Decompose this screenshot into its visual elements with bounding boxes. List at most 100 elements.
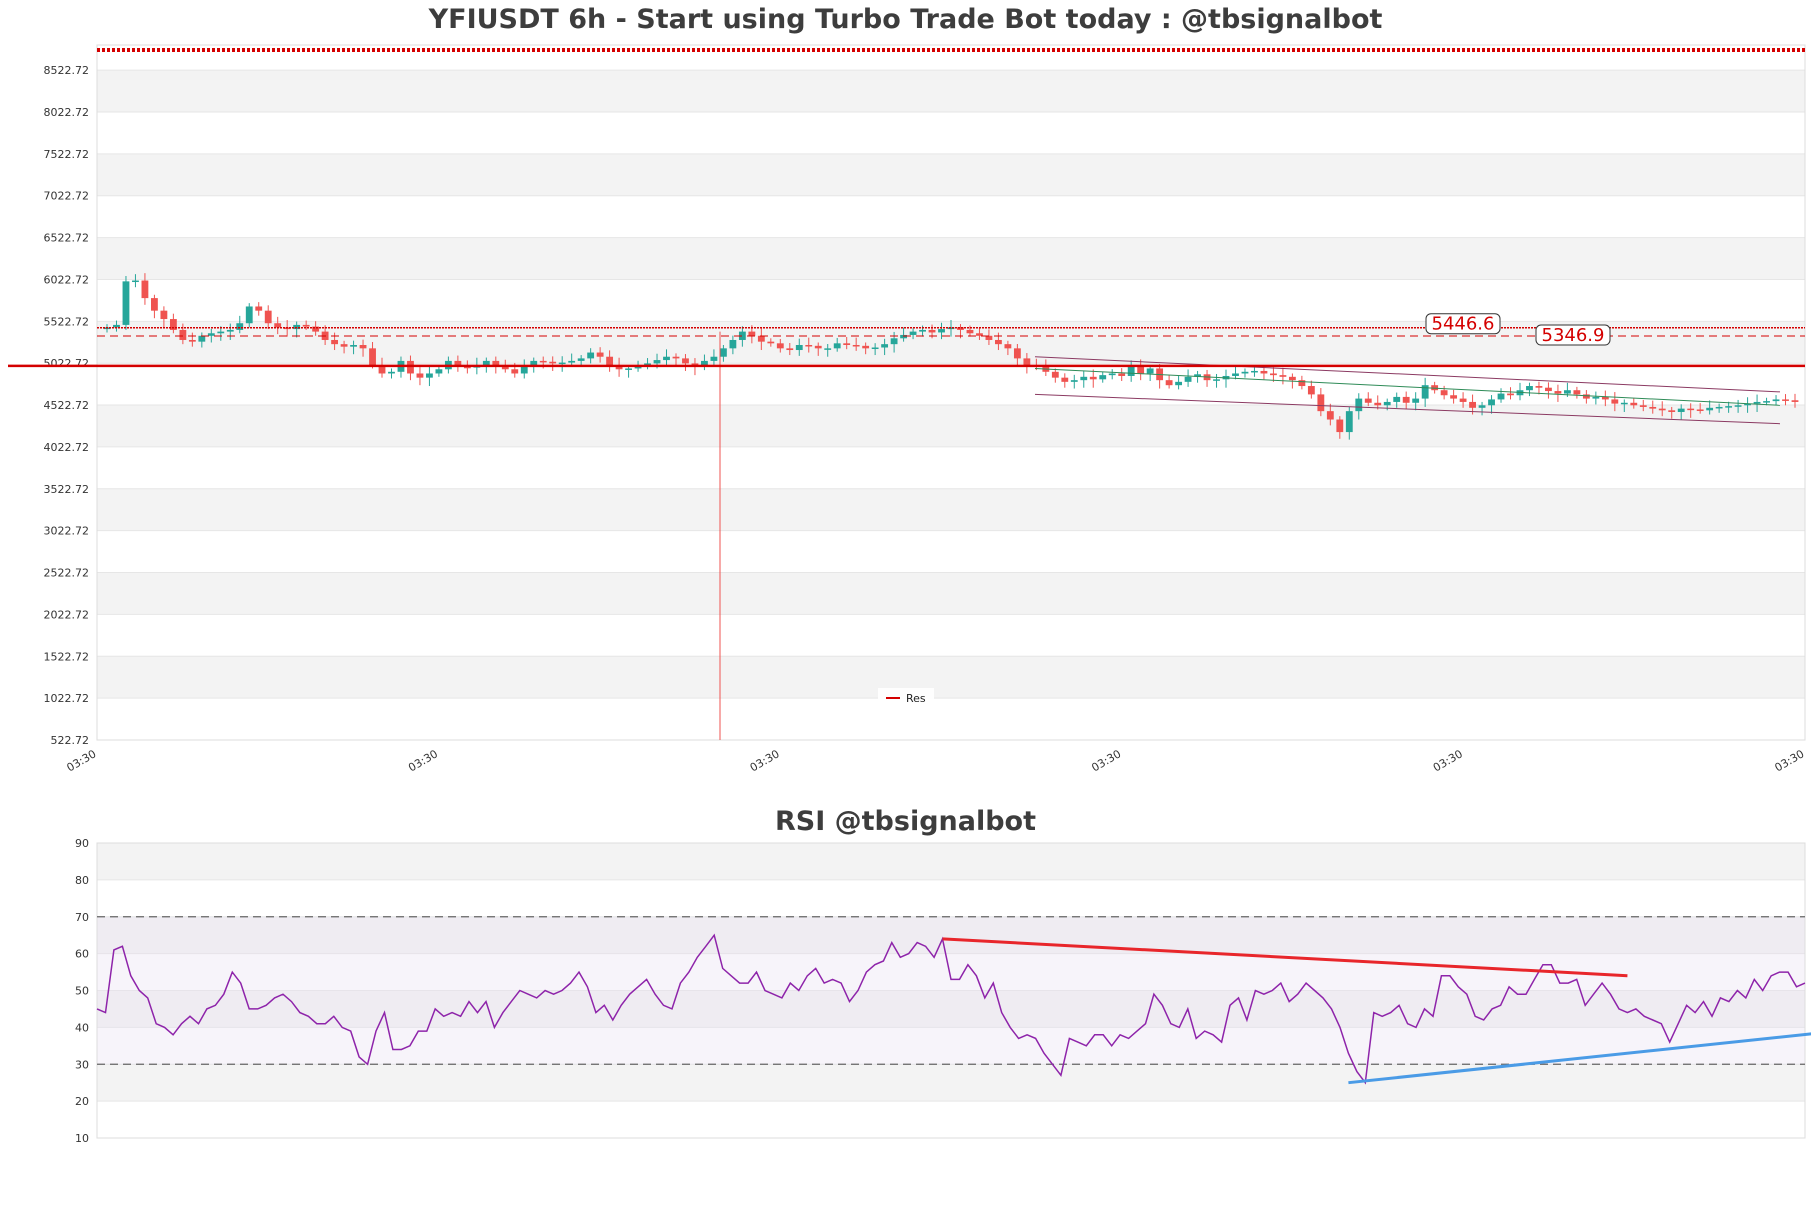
candle-body [881,344,889,348]
candle-body [1279,375,1287,377]
candle-body [463,366,471,369]
rsi-y-tick-label: 20 [75,1095,89,1108]
candle-body [1715,406,1723,409]
grid-band [97,405,1805,447]
candle-body [511,369,519,374]
candle-body [1061,377,1069,382]
y-tick-label: 3522.72 [44,483,90,496]
candle-body [1620,402,1628,405]
candle-body [1421,385,1429,399]
candle-body [1507,393,1514,396]
candle-body [331,339,339,345]
candle-body [501,365,509,370]
candle-body [1687,408,1695,411]
candle-body [1734,405,1742,407]
plot-frame [96,44,1806,741]
candle-body [1317,394,1325,412]
candle-body [198,335,206,342]
candle-body [1194,374,1201,377]
rsi-y-tick-label: 80 [75,874,89,887]
rsi-grid-band [97,990,1805,1028]
candle-body [492,360,500,366]
candle-body [1137,366,1145,374]
x-tick-label: 03:30 [406,747,440,774]
candle-body [957,327,964,330]
price-panel: 522.72 1022.72 1522.72 2022.72 2522.72 3022.7… [8,44,1807,774]
candle-body [871,347,879,350]
candle-body [767,341,775,344]
candle-body [824,348,832,350]
candle-body [748,331,756,336]
candle-body [1146,368,1154,374]
grid-band [97,70,1805,112]
rsi-downtrend-line [942,937,1628,978]
y-tick-label: 4022.72 [44,441,90,454]
y-tick-label: 8022.72 [44,106,90,119]
candle-body [577,358,585,361]
candle-body [312,326,320,332]
candle-body [1260,370,1268,374]
candle-body [1004,344,1012,349]
rsi-chart-title: RSI @tbsignalbot [774,806,1037,837]
y-tick-label: 5522.72 [44,315,90,328]
candle-body [625,368,632,370]
candle-body [1592,396,1600,399]
candle-body [188,339,196,342]
candle-body [606,356,614,366]
candle-body [1630,402,1638,406]
y-tick-label: 8522.72 [44,64,90,77]
candle-body [862,345,870,349]
candle-body [833,343,841,349]
grid-band [97,488,1805,531]
candle-body [1355,398,1363,412]
candle-body [207,333,215,336]
candle-body [995,339,1002,345]
candle-body [1184,376,1192,382]
candle-body [549,361,557,364]
resistance-label: 5446.6 [1432,314,1495,335]
rsi-y-tick-label: 30 [75,1058,89,1071]
rsi-y-tick-label: 60 [75,948,89,961]
candle-body [388,371,395,374]
candle-body [1402,396,1410,403]
rsi-y-tick-label: 10 [75,1132,89,1145]
candle-body [1545,387,1552,392]
candle-body [701,360,708,367]
candle-body [369,348,376,366]
candle-body [1051,371,1059,378]
candle-body [416,373,424,378]
y-tick-label: 2522.72 [44,567,90,580]
channel-upper [1034,356,1781,393]
y-tick-label: 7522.72 [44,148,90,161]
candle-body [245,306,253,324]
candle-body [378,365,386,374]
candle-body [1251,370,1258,373]
rsi-line [96,933,1806,1085]
candle-body [805,344,813,347]
candle-body [1270,373,1277,376]
candle-body [1782,399,1789,401]
candle-body [615,365,623,370]
candle-body [1241,371,1249,374]
candle-body [909,331,917,335]
candle-body [1175,381,1183,386]
candle-body [1345,411,1353,433]
channel-lower [1034,393,1781,425]
candle-body [938,329,945,333]
candle-body [255,306,263,311]
candle-body [1080,376,1088,381]
candle-body [596,352,604,357]
x-tick-label: 03:30 [1431,747,1465,774]
candle-body [682,358,689,364]
rsi-y-tick-label: 40 [75,1021,89,1034]
rsi-y-tick-label: 70 [75,911,89,924]
candle-body [976,333,983,336]
rsi-uptrend-line [1348,1032,1811,1085]
candle-body [1412,398,1420,403]
candle-body [1526,386,1533,391]
candle-body [1089,376,1097,380]
candle-body [1070,380,1078,382]
candle-body [454,360,462,367]
candle-body [520,366,528,374]
candle-body [710,356,718,361]
